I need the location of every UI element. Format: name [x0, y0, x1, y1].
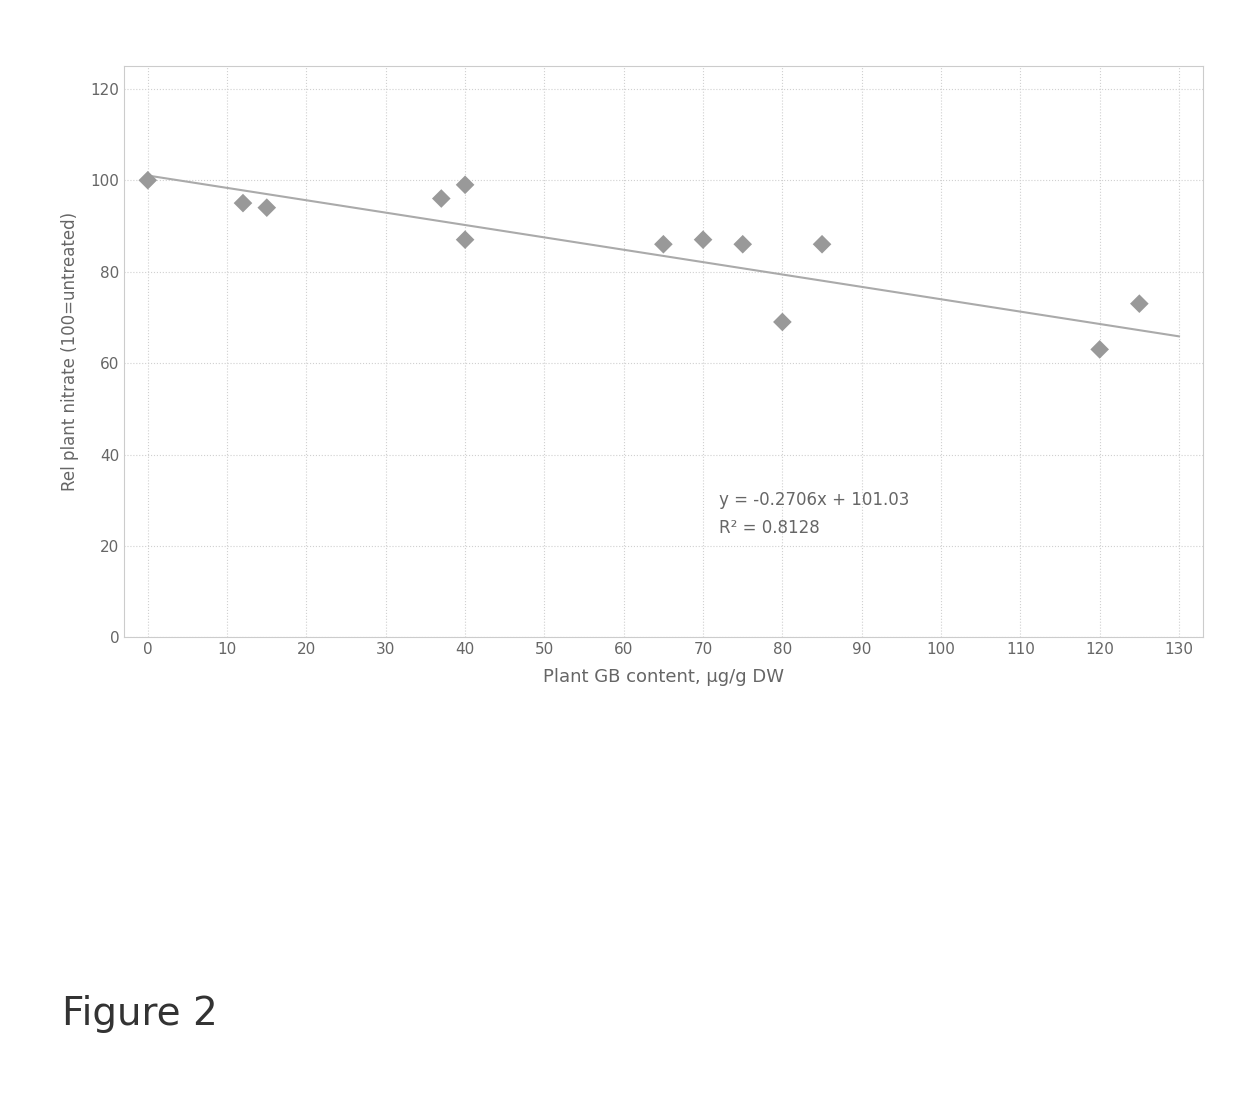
Point [1130, 295, 1149, 312]
Point [432, 190, 451, 208]
Point [455, 231, 475, 248]
Point [138, 171, 157, 189]
Text: y = -0.2706x + 101.03: y = -0.2706x + 101.03 [719, 491, 909, 510]
Point [693, 231, 713, 248]
Point [455, 176, 475, 193]
Text: Figure 2: Figure 2 [62, 995, 218, 1033]
Point [257, 199, 277, 217]
Text: R² = 0.8128: R² = 0.8128 [719, 519, 820, 536]
Point [233, 195, 253, 212]
Point [1090, 341, 1110, 358]
Point [733, 235, 753, 253]
Y-axis label: Rel plant nitrate (100=untreated): Rel plant nitrate (100=untreated) [61, 212, 79, 491]
X-axis label: Plant GB content, μg/g DW: Plant GB content, μg/g DW [543, 668, 784, 687]
Point [653, 235, 673, 253]
Point [773, 313, 792, 331]
Point [812, 235, 832, 253]
